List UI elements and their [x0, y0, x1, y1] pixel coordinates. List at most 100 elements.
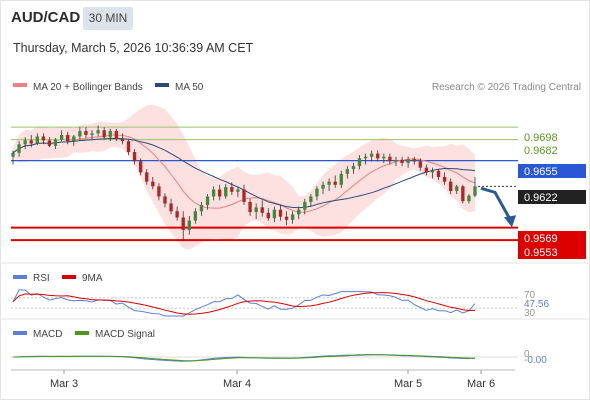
candle-body [461, 186, 465, 202]
macd-legend-label: MACD [33, 329, 62, 340]
candle-body [303, 201, 307, 210]
candle-body [199, 205, 204, 212]
pivot-badge [518, 164, 586, 178]
candle-body [151, 181, 155, 187]
candle-body [114, 131, 119, 139]
chart-datetime: Thursday, March 5, 2026 10:36:39 AM CET [13, 41, 254, 55]
s2-badge [518, 245, 586, 259]
macd-plot [11, 353, 518, 362]
candle-body [175, 211, 179, 218]
candle-body [467, 195, 471, 202]
ma20-legend-swatch [13, 83, 27, 87]
candle-body [218, 189, 222, 197]
candle-body [157, 186, 161, 197]
level-label-r2: 0.9698 [524, 132, 558, 144]
candle-body [108, 131, 112, 138]
candle-body [339, 173, 343, 185]
x-axis-label-1: Mar 3 [50, 378, 78, 390]
rsi-level-30: 30 [524, 308, 536, 319]
candle-body [321, 184, 325, 189]
candle-body [418, 161, 422, 168]
candle-body [369, 153, 374, 157]
candle-body [90, 133, 94, 135]
candle-body [35, 136, 39, 144]
candle-body [363, 156, 368, 159]
level-label-s2: 0.9553 [524, 247, 558, 259]
s1-badge [518, 231, 586, 245]
candle-body [327, 181, 331, 185]
rsi-legend-swatch [13, 275, 27, 279]
candle-body [236, 189, 240, 192]
candle-body [132, 152, 137, 162]
rsi-line [12, 289, 476, 317]
x-axis-label-4: Mar 6 [467, 378, 495, 390]
candle-body [436, 170, 441, 177]
candle-body [224, 187, 228, 197]
rsi-ma-legend-swatch [62, 275, 76, 279]
candle-body [473, 186, 477, 196]
candle-body [406, 159, 410, 163]
candle-body [449, 181, 453, 192]
current-price-badge [518, 190, 586, 204]
candle-body [382, 156, 386, 159]
candle-body [78, 131, 82, 137]
level-label-current: 0.9622 [524, 192, 558, 204]
macd-signal-line [12, 354, 476, 362]
candle-body [163, 196, 167, 204]
rsi-ma-line [12, 292, 476, 315]
candle-body [248, 201, 252, 213]
candle-body [430, 170, 435, 173]
candle-body [66, 134, 70, 142]
x-axis-label-3: Mar 5 [394, 378, 422, 390]
candle-body [412, 159, 416, 162]
candle-body [376, 153, 380, 159]
ma50-legend-swatch [155, 83, 169, 87]
candle-body [309, 196, 313, 202]
symbol-title: AUD/CAD [11, 9, 81, 26]
research-credit: Research © 2026 Trading Central [432, 82, 581, 93]
candle-body [394, 159, 398, 162]
rsi-level-70: 70 [524, 290, 536, 301]
rsi-ma-legend-label: 9MA [82, 273, 103, 284]
candle-body [17, 144, 21, 153]
rsi-value: 47.56 [524, 299, 549, 310]
candle-body [23, 140, 27, 145]
candle-body [47, 140, 52, 146]
candle-body [138, 161, 143, 173]
candle-body [424, 167, 429, 173]
candle-body [72, 136, 76, 142]
candle-body [455, 186, 459, 192]
candle-body [120, 138, 125, 142]
candle-body [102, 130, 106, 138]
candle-body [96, 130, 100, 134]
candle-body [333, 181, 337, 185]
rsi-legend-label: RSI [33, 273, 50, 284]
candle-body [211, 189, 216, 197]
macd-zero-label: 0 [524, 349, 530, 360]
candle-body [442, 176, 447, 182]
candle-body [351, 166, 356, 170]
ma50-legend-label: MA 50 [175, 82, 204, 93]
macd-signal-legend-label: MACD Signal [95, 329, 155, 340]
candle-body [357, 158, 362, 167]
ma20-legend-label: MA 20 + Bollinger Bands [33, 82, 143, 93]
level-labels: 0.9698 0.9682 0.9655 0.9622 0.9569 0.955… [518, 132, 586, 259]
level-label-pivot: 0.9655 [524, 166, 558, 178]
x-axis: Mar 3 Mar 4 Mar 5 Mar 6 [50, 370, 495, 390]
timeframe-button[interactable]: 30 MIN [83, 7, 133, 30]
candles [11, 125, 477, 241]
candle-body [230, 187, 234, 192]
candle-body [400, 159, 404, 163]
candle-body [297, 209, 301, 215]
candle-body [193, 211, 198, 221]
candle-body [290, 214, 295, 220]
candle-body [254, 207, 258, 213]
macd-legend-swatch [13, 331, 27, 335]
main-legend: MA 20 + Bollinger Bands MA 50 Research ©… [13, 82, 581, 93]
candle-body [266, 212, 270, 219]
candle-body [388, 156, 392, 162]
forecast-arrow [480, 186, 516, 228]
rsi-legend: RSI 9MA [13, 273, 103, 284]
candle-body [278, 209, 283, 217]
